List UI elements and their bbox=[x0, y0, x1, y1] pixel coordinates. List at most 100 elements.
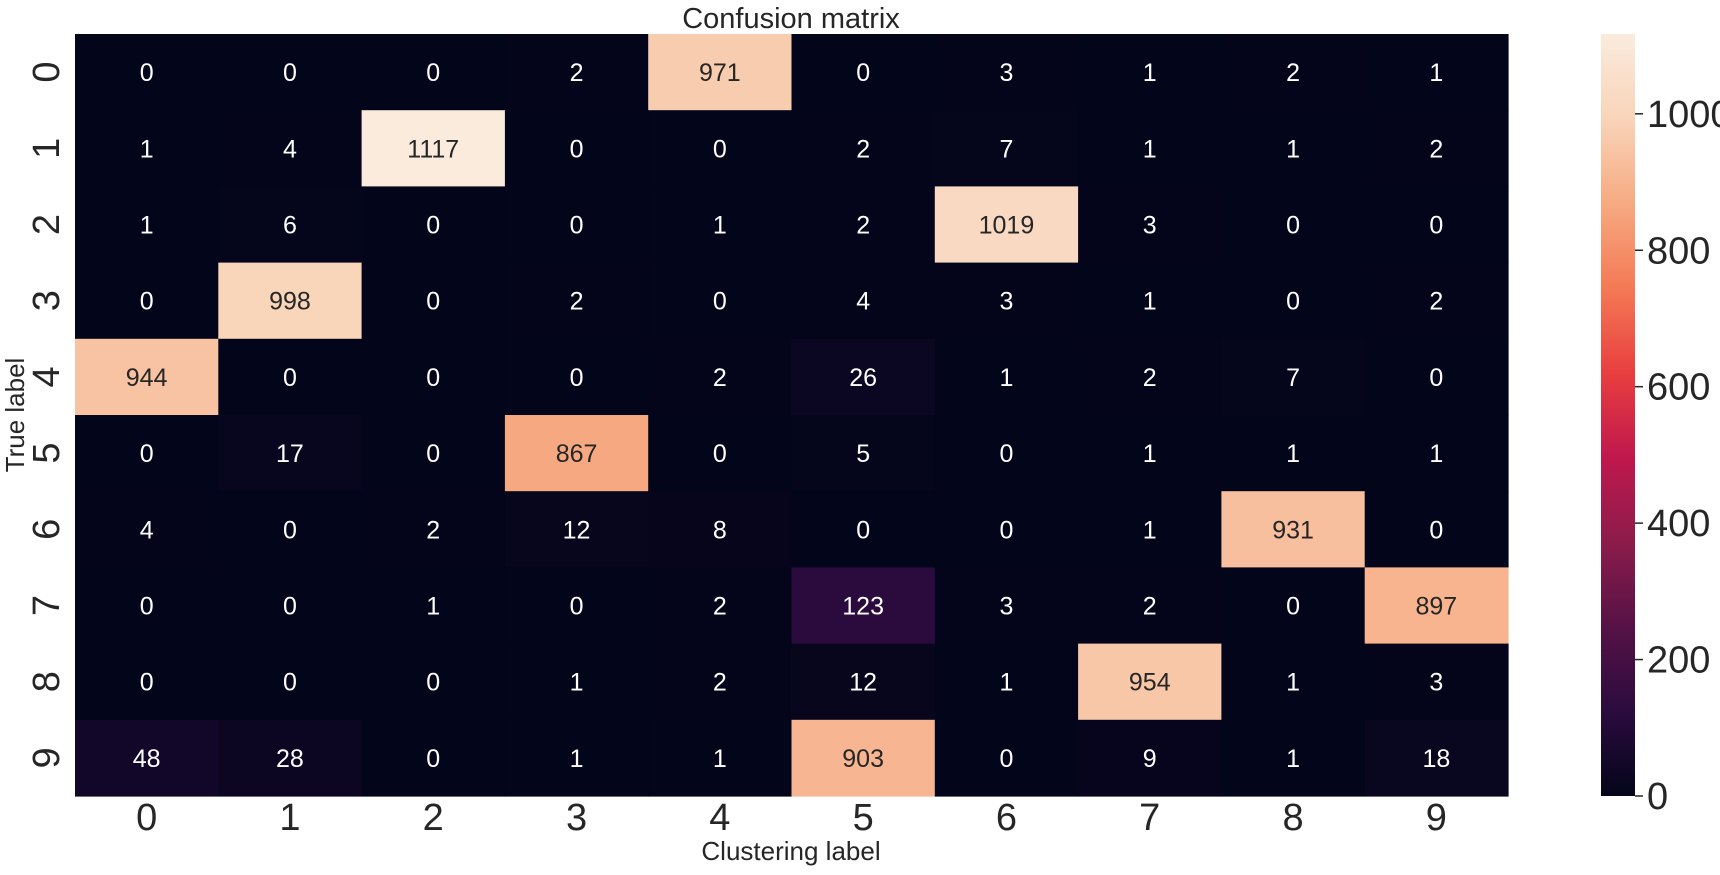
x-tick-label: 8 bbox=[1282, 797, 1303, 839]
heatmap-cell-label: 0 bbox=[713, 288, 727, 316]
heatmap-cell bbox=[1364, 34, 1509, 111]
y-tick-label: 8 bbox=[26, 671, 68, 692]
x-tick-label: 6 bbox=[996, 797, 1017, 839]
heatmap-cell bbox=[934, 415, 1079, 492]
heatmap-cell bbox=[361, 186, 506, 264]
colorbar-tick-label: 400 bbox=[1647, 503, 1710, 545]
heatmap-cell bbox=[218, 719, 363, 797]
heatmap-cell bbox=[75, 643, 219, 721]
heatmap-cell-label: 0 bbox=[283, 516, 297, 544]
colorbar-tick-label: 600 bbox=[1647, 367, 1710, 409]
heatmap-cell-label: 2 bbox=[1143, 364, 1157, 392]
heatmap-cell bbox=[791, 643, 936, 721]
heatmap-cell bbox=[934, 110, 1079, 187]
heatmap-cell-label: 2 bbox=[713, 364, 727, 392]
heatmap-cell bbox=[218, 415, 363, 492]
heatmap-cell bbox=[934, 262, 1079, 340]
heatmap-cell-label: 0 bbox=[426, 745, 440, 773]
heatmap-cell bbox=[1078, 110, 1222, 187]
heatmap-cell bbox=[218, 643, 363, 721]
heatmap-cell bbox=[504, 567, 649, 645]
x-tick-label: 4 bbox=[709, 797, 730, 839]
heatmap-cell bbox=[1221, 643, 1366, 721]
heatmap-cell-label: 5 bbox=[856, 440, 870, 468]
y-tick-label: 6 bbox=[26, 519, 68, 540]
heatmap-cell-label: 2 bbox=[1429, 288, 1443, 316]
heatmap-cell-label: 1 bbox=[1143, 440, 1157, 468]
heatmap-cell bbox=[504, 262, 649, 340]
colorbar-tick-label: 800 bbox=[1647, 230, 1710, 272]
y-axis-label: True label bbox=[0, 358, 30, 473]
heatmap-cell-label: 2 bbox=[856, 135, 870, 163]
heatmap-cell-label: 1 bbox=[426, 593, 440, 621]
heatmap-cell-label: 0 bbox=[140, 288, 154, 316]
heatmap-cell-label: 0 bbox=[426, 364, 440, 392]
heatmap-cell bbox=[75, 262, 219, 340]
heatmap-cell-label: 7 bbox=[999, 135, 1013, 163]
heatmap-cell-label: 0 bbox=[426, 440, 440, 468]
heatmap-cell bbox=[504, 186, 649, 264]
heatmap-cell bbox=[75, 186, 219, 264]
heatmap-cell-label: 1019 bbox=[979, 212, 1035, 240]
heatmap-cell-label: 0 bbox=[140, 59, 154, 87]
heatmap-cell-label: 1 bbox=[713, 745, 727, 773]
heatmap-cell-label: 0 bbox=[426, 669, 440, 697]
heatmap-cell bbox=[934, 34, 1079, 111]
heatmap-cell-label: 0 bbox=[856, 516, 870, 544]
heatmap-cell-label: 897 bbox=[1415, 593, 1457, 621]
x-tick-label: 7 bbox=[1139, 797, 1160, 839]
heatmap-cell bbox=[648, 719, 793, 797]
heatmap-cell-label: 12 bbox=[563, 516, 591, 544]
heatmap-cell-label: 1 bbox=[140, 135, 154, 163]
heatmap-cell bbox=[791, 110, 936, 187]
heatmap-cell bbox=[504, 719, 649, 797]
heatmap-cell-label: 0 bbox=[426, 288, 440, 316]
colorbar-tick-label: 200 bbox=[1647, 640, 1710, 682]
chart-title: Confusion matrix bbox=[682, 3, 900, 35]
heatmap-cell-label: 1 bbox=[1143, 288, 1157, 316]
heatmap-cell bbox=[1078, 491, 1222, 568]
heatmap-cell-label: 954 bbox=[1129, 669, 1171, 697]
heatmap-cell-label: 48 bbox=[133, 745, 161, 773]
heatmap-cell bbox=[75, 415, 219, 492]
heatmap-cell bbox=[648, 262, 793, 340]
heatmap-cell-label: 1 bbox=[1143, 516, 1157, 544]
x-tick-label: 5 bbox=[853, 797, 874, 839]
heatmap-cell bbox=[218, 491, 363, 568]
heatmap-cell bbox=[934, 491, 1079, 568]
heatmap-cell-label: 4 bbox=[283, 135, 297, 163]
heatmap-cell-label: 2 bbox=[570, 59, 584, 87]
heatmap-cell-label: 0 bbox=[426, 59, 440, 87]
heatmap-cell-label: 1 bbox=[999, 364, 1013, 392]
heatmap-cell bbox=[361, 567, 506, 645]
heatmap-cell bbox=[1078, 415, 1222, 492]
heatmap-cell-label: 931 bbox=[1272, 516, 1314, 544]
y-tick-label: 7 bbox=[26, 595, 68, 616]
heatmap-cell bbox=[361, 719, 506, 797]
heatmap-cell-label: 2 bbox=[713, 669, 727, 697]
heatmap-cell bbox=[1221, 415, 1366, 492]
heatmap-cell bbox=[648, 491, 793, 568]
heatmap-cell-label: 903 bbox=[842, 745, 884, 773]
heatmap-cell bbox=[75, 719, 219, 797]
heatmap-cell-label: 4 bbox=[140, 516, 154, 544]
heatmap-cell-label: 0 bbox=[1286, 593, 1300, 621]
heatmap-cell bbox=[504, 338, 649, 416]
heatmap-cell bbox=[648, 338, 793, 416]
heatmap-cell bbox=[791, 186, 936, 264]
heatmap-cell bbox=[504, 34, 649, 111]
heatmap-cell bbox=[75, 34, 219, 111]
heatmap-cell bbox=[361, 338, 506, 416]
x-tick-label: 0 bbox=[136, 797, 157, 839]
heatmap-cell-label: 28 bbox=[276, 745, 304, 773]
heatmap-cell-label: 2 bbox=[426, 516, 440, 544]
heatmap-cell-label: 0 bbox=[1286, 288, 1300, 316]
y-tick-label: 2 bbox=[26, 214, 68, 235]
heatmap-cell-label: 0 bbox=[1429, 212, 1443, 240]
heatmap-cell bbox=[1364, 338, 1509, 416]
heatmap-cell-label: 3 bbox=[999, 288, 1013, 316]
heatmap-cell bbox=[1221, 34, 1366, 111]
heatmap-cell bbox=[934, 567, 1079, 645]
heatmap-cell bbox=[1078, 338, 1222, 416]
